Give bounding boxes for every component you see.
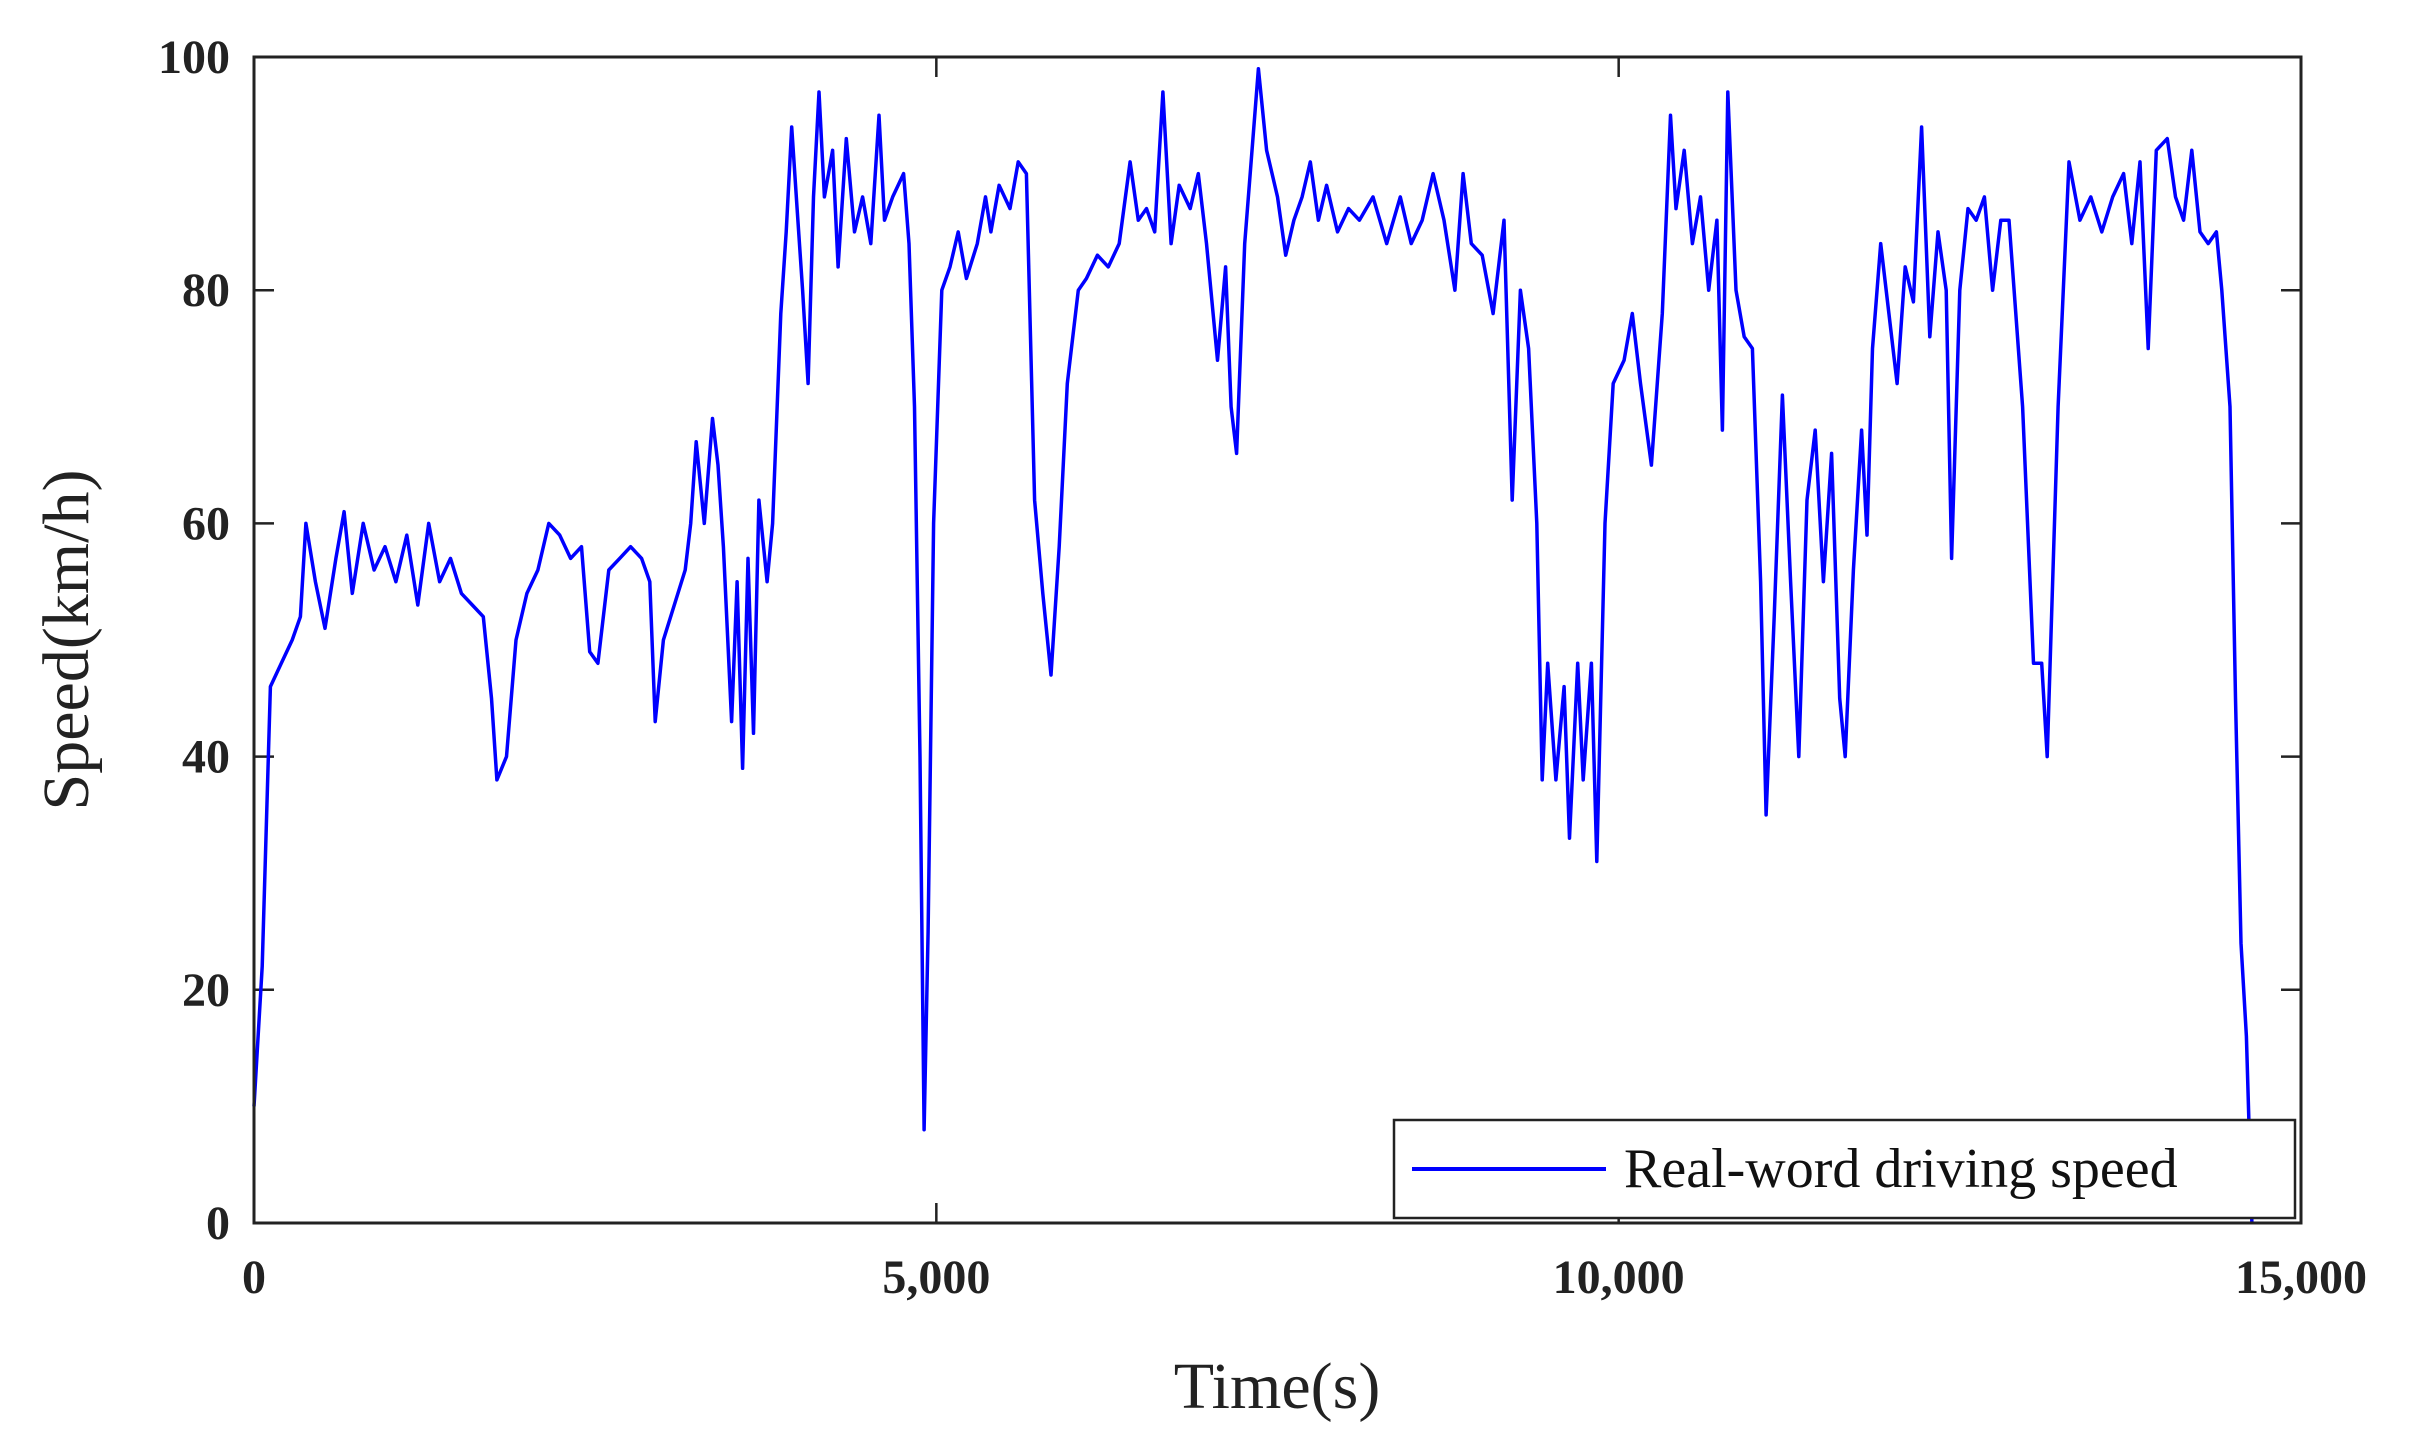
y-tick-label: 80 (182, 264, 230, 317)
x-axis-label: Time(s) (1174, 1350, 1381, 1423)
x-tick-label: 10,000 (1553, 1251, 1685, 1304)
x-tick-label: 5,000 (882, 1251, 990, 1304)
plot-frame (252, 55, 2303, 1225)
x-tick-label: 15,000 (2235, 1251, 2367, 1304)
y-tick-label: 100 (158, 31, 230, 84)
x-tick-label: 0 (242, 1251, 266, 1304)
y-tick-label: 60 (182, 497, 230, 550)
y-tick-label: 0 (206, 1197, 230, 1250)
series-line (252, 66, 2254, 1224)
legend-label: Real-word driving speed (1624, 1138, 2178, 1200)
y-axis-label: Speed(km/h) (30, 470, 103, 811)
y-tick-label: 40 (182, 731, 230, 784)
y-tick-label: 20 (182, 964, 230, 1017)
